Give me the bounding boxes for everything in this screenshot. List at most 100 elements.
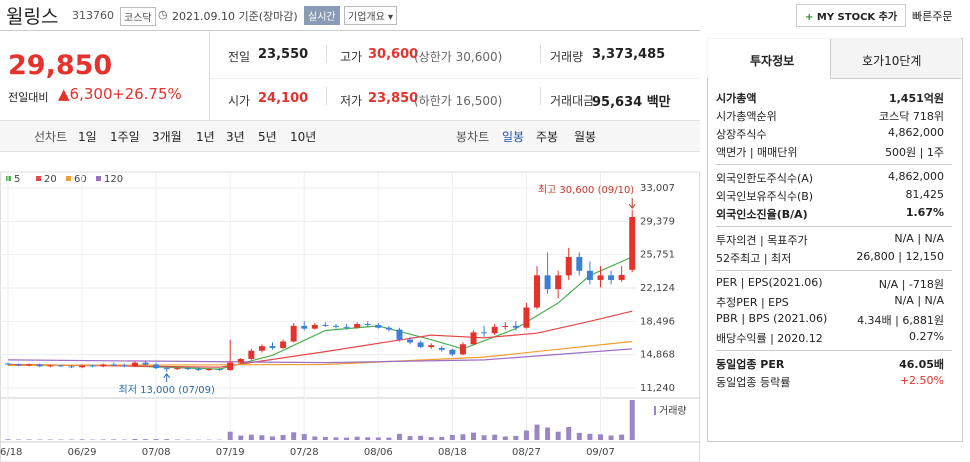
volume-bar bbox=[513, 435, 519, 440]
x-tick-label: 09/07 bbox=[586, 447, 615, 458]
volume-bar bbox=[418, 435, 424, 440]
candle-tab[interactable]: 주봉 bbox=[536, 130, 559, 144]
x-tick-label: 08/06 bbox=[364, 447, 393, 458]
y-tick-label: 25,751 bbox=[640, 250, 675, 261]
section-divider bbox=[716, 270, 952, 271]
period-tab[interactable]: 1주일 bbox=[110, 130, 140, 144]
volume-bar bbox=[16, 439, 22, 440]
low-note: 최저 13,000 (07/09) bbox=[119, 384, 215, 396]
stat-label: 저가 bbox=[340, 94, 363, 108]
volume-bar bbox=[291, 432, 297, 440]
divider bbox=[326, 87, 327, 105]
candle-body bbox=[47, 365, 54, 367]
candle-body bbox=[174, 368, 181, 370]
info-value: 4,862,000 bbox=[888, 170, 944, 183]
volume-bar bbox=[270, 436, 275, 440]
volume-bar bbox=[619, 434, 625, 440]
volume-bar bbox=[523, 430, 529, 440]
candle-body bbox=[100, 364, 107, 367]
period-tab[interactable]: 3년 bbox=[226, 130, 245, 144]
info-label: 추정PER | EPS bbox=[716, 296, 789, 309]
moving-average bbox=[7, 348, 633, 364]
volume-bar bbox=[502, 436, 508, 440]
candle-body bbox=[354, 324, 361, 328]
period-tab[interactable]: 10년 bbox=[290, 130, 317, 144]
period-tab[interactable]: 1년 bbox=[196, 130, 215, 144]
panel-tab[interactable]: 투자정보 bbox=[750, 54, 795, 68]
candle-body bbox=[195, 369, 202, 371]
stat-label: 시가 bbox=[228, 94, 251, 108]
volume-bar bbox=[333, 437, 339, 440]
volume-bar bbox=[100, 439, 106, 440]
info-label: 배당수익률 | 2020.12 bbox=[716, 332, 823, 345]
stat-note: (상한가 30,600) bbox=[414, 50, 503, 64]
candle-body bbox=[417, 342, 424, 348]
stat-note: (하한가 16,500) bbox=[414, 94, 503, 108]
base-date: 2021.09.10 기준(장마감) bbox=[172, 10, 298, 23]
volume-bar bbox=[227, 431, 233, 440]
volume-bar bbox=[322, 437, 328, 440]
divider bbox=[0, 30, 700, 31]
candle-body bbox=[428, 345, 435, 348]
volume-bar bbox=[79, 439, 85, 440]
period-tab[interactable]: 1일 bbox=[78, 130, 97, 144]
candle-body bbox=[206, 369, 213, 371]
legend-label: 60 bbox=[74, 174, 87, 185]
candle-body bbox=[184, 368, 191, 370]
period-tab[interactable]: 5년 bbox=[258, 130, 277, 144]
change-value: ▲6,300 bbox=[58, 85, 113, 103]
candle-body bbox=[512, 325, 519, 328]
mystock-button[interactable]: + MY STOCK 추가 bbox=[796, 4, 907, 27]
candle-body bbox=[311, 324, 318, 329]
overview-button[interactable]: 기업개요 ▾ bbox=[344, 6, 398, 25]
candle-body bbox=[534, 275, 540, 308]
volume-bar bbox=[5, 439, 11, 440]
candle-tab[interactable]: 월봉 bbox=[574, 130, 597, 144]
x-tick-label: 08/27 bbox=[512, 447, 541, 458]
candle-body bbox=[396, 329, 403, 340]
candle-body bbox=[332, 325, 339, 327]
candle-body bbox=[15, 364, 22, 366]
volume-bar bbox=[545, 427, 551, 440]
y-tick-label: 33,007 bbox=[640, 183, 675, 194]
moving-average bbox=[7, 310, 633, 368]
panel-tab[interactable]: 호가10단계 bbox=[862, 54, 922, 68]
candle-body bbox=[470, 332, 477, 345]
info-label: 동일업종 등락률 bbox=[716, 376, 791, 389]
candle-body bbox=[555, 275, 562, 290]
change-pct: +26.75% bbox=[112, 85, 182, 103]
stock-code: 313760 bbox=[72, 9, 114, 22]
up-arrow: ▲ bbox=[58, 85, 70, 103]
candle-body bbox=[237, 358, 244, 363]
stat-value: 23,550 bbox=[258, 47, 309, 62]
volume-bar bbox=[354, 436, 360, 440]
period-tab[interactable]: 3개월 bbox=[152, 130, 182, 144]
candle-body bbox=[565, 256, 572, 276]
info-label: 외국인소진율(B/A) bbox=[716, 208, 808, 221]
candle-body bbox=[544, 275, 551, 290]
quick-order[interactable]: 빠른주문 bbox=[912, 10, 953, 23]
volume-bar bbox=[471, 432, 477, 440]
info-label: 동일업종 PER bbox=[716, 358, 785, 371]
info-value: N/A | -718원 bbox=[878, 278, 944, 291]
candle-tab[interactable]: 일봉 bbox=[502, 130, 525, 144]
volume-bar bbox=[259, 435, 265, 440]
volume-bar bbox=[597, 434, 603, 440]
volume-bar bbox=[143, 439, 149, 440]
volume-bar bbox=[386, 437, 392, 440]
info-value: 26,800 | 12,150 bbox=[856, 250, 944, 263]
plot-frame bbox=[0, 171, 700, 462]
candle-body bbox=[36, 364, 43, 367]
info-value: 46.05배 bbox=[899, 358, 944, 371]
candle-body bbox=[26, 364, 33, 366]
volume-bar bbox=[460, 434, 466, 440]
moving-average bbox=[7, 256, 633, 370]
volume-bar bbox=[629, 400, 635, 440]
realtime-badge[interactable]: 실시간 bbox=[304, 6, 340, 25]
volume-bar bbox=[365, 437, 371, 440]
moving-average bbox=[7, 340, 633, 366]
legend-swatch bbox=[36, 176, 41, 181]
candle-body bbox=[248, 350, 255, 359]
candle-body bbox=[131, 362, 138, 367]
